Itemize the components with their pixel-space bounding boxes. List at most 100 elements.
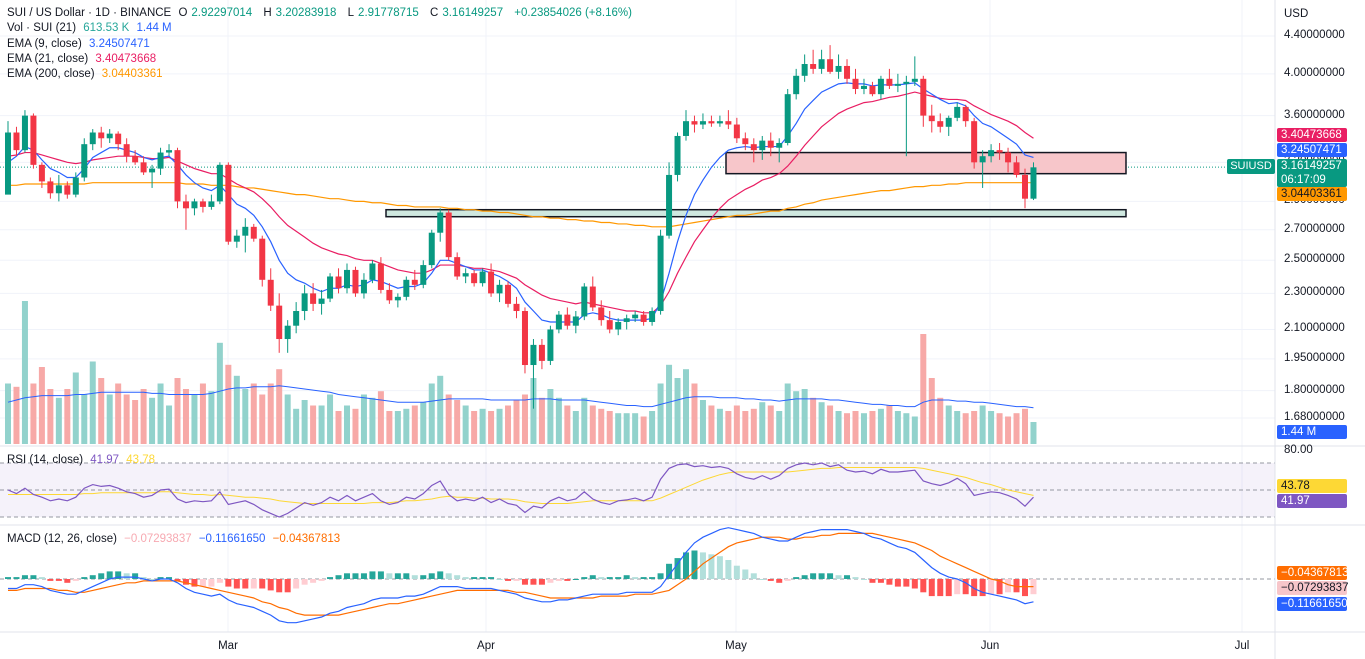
candle-body <box>699 121 706 125</box>
volume-bar <box>454 400 461 444</box>
volume-bar <box>335 411 342 444</box>
macd-histogram-bar <box>589 575 596 579</box>
macd-histogram-bar <box>462 577 469 579</box>
time-tick: Jul <box>1234 640 1250 652</box>
vol-name: Vol · SUI (21) <box>7 22 77 35</box>
time-tick: May <box>725 640 747 652</box>
volume-bar <box>589 405 596 444</box>
ema200-value: 3.04403361 <box>101 68 163 81</box>
macd-histogram-bar <box>394 573 401 579</box>
candle-body <box>454 257 461 277</box>
candle-body <box>971 121 978 163</box>
macd-histogram-bar <box>683 552 689 579</box>
candle-body <box>132 156 139 163</box>
macd-histogram-bar <box>649 577 656 579</box>
candle-body <box>683 121 689 136</box>
candle-body <box>962 106 969 122</box>
volume-bar <box>564 405 571 444</box>
candle-body <box>589 286 596 308</box>
macd-histogram-bar <box>293 579 300 589</box>
volume-bar <box>640 416 647 444</box>
ema21-legend[interactable]: EMA (21, close) 3.40473668 <box>7 52 636 67</box>
last-price-badge: 3.16149257 06:17:09 <box>1277 159 1347 187</box>
candle-body <box>115 133 122 145</box>
price-tick: 2.70000000 <box>1284 222 1345 235</box>
volume-bar <box>572 411 579 444</box>
volume-bar <box>284 394 291 444</box>
candle-body <box>759 140 766 151</box>
candle-body <box>157 152 164 169</box>
price-tick: 3.60000000 <box>1284 108 1345 121</box>
volume-bar <box>250 383 257 444</box>
macd-histogram-bar <box>403 573 410 579</box>
candle-body <box>301 293 308 312</box>
macd-histogram-bar <box>428 573 435 579</box>
candle-body <box>793 75 800 95</box>
rsi-ma-badge: 43.78 <box>1277 479 1347 493</box>
candlesticks[interactable] <box>5 45 1037 409</box>
candle-body <box>632 314 639 319</box>
ema200-legend[interactable]: EMA (200, close) 3.04403361 <box>7 67 636 82</box>
macd-histogram-bar <box>242 579 249 589</box>
vol-ma-badge: 1.44 M <box>1277 425 1347 439</box>
macd-histogram-bar <box>72 579 79 581</box>
macd-histogram-bar <box>810 573 817 579</box>
symbol-title[interactable]: SUI / US Dollar · 1D · BINANCE <box>7 7 172 19</box>
last-price-value: 3.16149257 <box>1281 160 1342 172</box>
candle-body <box>1022 174 1028 199</box>
candle-body <box>225 164 232 242</box>
vol-value: 613.53 K <box>83 22 130 35</box>
macd-histogram-bar <box>369 571 376 579</box>
candle-body <box>250 226 257 239</box>
volume-bar <box>30 383 37 444</box>
volume-bar <box>598 408 605 444</box>
volume-bar <box>844 413 851 444</box>
macd-histogram-bar <box>598 577 605 579</box>
candle-body <box>725 121 732 125</box>
macd-histogram-bar <box>360 573 367 579</box>
macd-histogram-bar <box>793 577 800 579</box>
macd-legend[interactable]: MACD (12, 26, close) −0.07293837 −0.1166… <box>7 532 344 547</box>
macd-histogram-bar <box>564 579 571 581</box>
macd-histogram-bar <box>640 577 647 579</box>
ema9-name: EMA (9, close) <box>7 37 82 50</box>
volume-bar <box>55 397 62 444</box>
volume-bar <box>683 369 689 444</box>
candle-body <box>38 164 45 182</box>
macd-histogram-bar <box>674 558 681 579</box>
macd-histogram-bar <box>971 579 978 597</box>
ema9-legend[interactable]: EMA (9, close) 3.24507471 <box>7 37 636 52</box>
volume-bar <box>759 402 766 444</box>
volume-bar <box>293 408 300 444</box>
price-tick: 2.50000000 <box>1284 253 1345 266</box>
vol-legend[interactable]: Vol · SUI (21) 613.53 K 1.44 M <box>7 21 636 36</box>
volume-bar <box>1030 422 1037 444</box>
rsi-legend[interactable]: RSI (14, close) 41.97 43.78 <box>7 453 159 468</box>
volume-bar <box>488 411 495 444</box>
close-value: 3.16149257 <box>442 7 504 19</box>
candle-body <box>352 269 359 294</box>
volume-bar <box>208 391 215 444</box>
candle-body <box>691 121 698 125</box>
macd-histogram-bar <box>877 579 884 583</box>
macd-histogram-bar <box>115 571 122 579</box>
candle-body <box>335 276 342 289</box>
macd-histogram-bar <box>945 579 952 597</box>
rsi-value: 41.97 <box>90 454 120 466</box>
macd-histogram-bar <box>725 560 732 579</box>
candle-body <box>496 284 503 294</box>
candle-body <box>47 181 54 194</box>
volume-bar <box>352 408 359 444</box>
macd-histogram-bar <box>699 552 706 579</box>
volume-bar <box>903 413 910 444</box>
macd-histogram-bar <box>386 573 393 579</box>
macd-histogram-bar <box>505 579 512 581</box>
macd-histogram-bar <box>250 579 257 589</box>
volume-bar <box>479 408 486 444</box>
volume-bar <box>928 378 935 444</box>
volume-bar <box>1013 413 1020 444</box>
candle-body <box>911 78 918 82</box>
currency-label: USD <box>1284 8 1309 20</box>
candle-body <box>445 212 452 258</box>
